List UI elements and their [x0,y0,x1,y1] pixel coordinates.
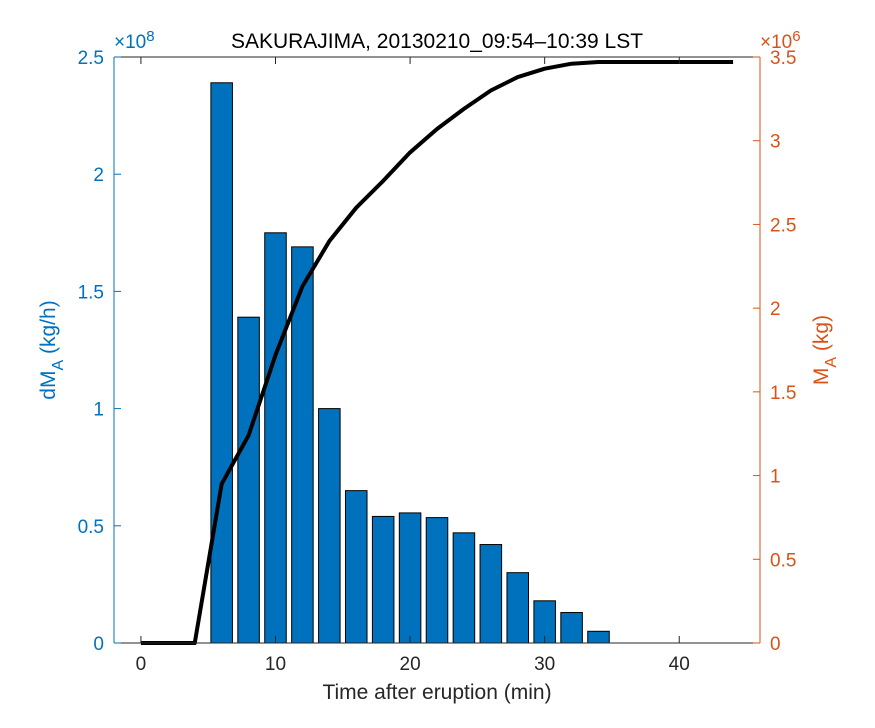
right-y-tick-label: 0.5 [770,550,796,571]
bar-mark [453,533,475,643]
bar-mark [319,409,341,643]
right-y-axis-label: MA (kg) [810,315,840,385]
bar-mark [399,513,421,643]
right-y-tick-label: 1.5 [770,383,796,404]
right-y-tick-label: 2 [770,299,781,320]
left-exponent-label: ×108 [114,28,155,53]
left-y-tick-label: 0.5 [78,517,104,538]
bar-mark [426,518,448,643]
left-y-axis-label-unit: (kg/h) [37,300,60,360]
left-y-tick-label: 1 [93,400,104,421]
chart-title: SAKURAJIMA, 20130210_09:54–10:39 LST [231,30,643,53]
x-axis-label: Time after eruption (min) [322,681,551,704]
x-tick-label: 10 [265,654,286,675]
right-y-tick-label: 0 [770,634,781,655]
right-y-tick-label: 1 [770,467,781,488]
right-exponent-power: 6 [792,28,800,45]
bar-mark [238,317,260,643]
bar-mark [345,491,367,643]
right-y-tick-label: 3 [770,132,781,153]
bar-mark [372,516,394,643]
right-y-axis-label-sub: A [823,357,840,368]
left-y-tick-label: 2 [93,165,104,186]
x-tick-label: 0 [136,654,147,675]
left-y-tick-label: 0 [93,634,104,655]
left-exponent-power: 8 [146,28,154,45]
right-y-tick-label: 2.5 [770,215,796,236]
left-y-axis-label: dMA (kg/h) [37,300,67,399]
right-y-axis-label-unit: (kg) [810,315,833,357]
x-tick-label: 40 [669,654,690,675]
bar-mark [561,613,583,643]
bar-mark [265,233,287,643]
x-tick-label: 20 [400,654,421,675]
bar-mark [211,83,233,643]
bar-mark [480,545,502,643]
x-tick-label: 30 [534,654,555,675]
left-y-tick-label: 1.5 [78,282,104,303]
left-y-axis-label-sub: A [50,360,67,371]
left-y-tick-label: 2.5 [78,48,104,69]
bar-mark [588,631,610,643]
bar-mark [507,573,529,643]
